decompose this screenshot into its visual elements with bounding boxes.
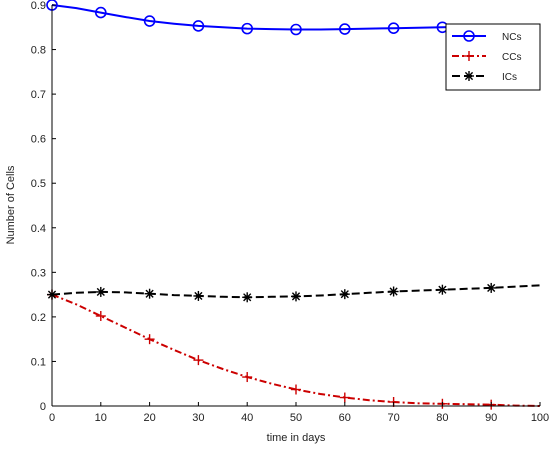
data-point <box>193 355 204 366</box>
x-tick-label: 20 <box>143 412 155 424</box>
y-axis-title: Number of Cells <box>5 165 17 244</box>
data-point <box>290 23 302 36</box>
x-tick-label: 90 <box>485 412 497 424</box>
x-tick-label: 70 <box>387 412 399 424</box>
axes: 0 10 20 30 40 50 60 70 80 90 100 0 0.1 0.2 0.3 0.4 0.5 0.… <box>31 0 549 424</box>
legend-box <box>445 23 541 91</box>
y-tick-label: 0.1 <box>31 356 46 368</box>
data-point <box>291 384 301 395</box>
legend-label: CCs <box>502 52 521 63</box>
data-point <box>387 22 400 34</box>
x-tick-label: 80 <box>436 412 448 424</box>
data-point <box>338 23 351 35</box>
data-point <box>242 372 253 383</box>
data-point <box>144 334 155 345</box>
x-tick-label: 60 <box>339 412 351 424</box>
y-tick-label: 0.7 <box>31 89 46 101</box>
legend-label: NCs <box>502 32 521 43</box>
data-point <box>95 286 106 297</box>
legend-marker <box>464 71 474 81</box>
y-tick-label: 0.5 <box>31 178 46 190</box>
x-tick-label: 10 <box>95 412 107 424</box>
y-tick-label: 0.2 <box>31 312 46 324</box>
x-tick-label: 100 <box>531 412 549 424</box>
data-point <box>437 284 448 295</box>
data-point <box>486 282 497 293</box>
data-point <box>95 6 107 19</box>
x-tick-label: 0 <box>49 412 55 424</box>
data-point <box>242 292 253 303</box>
y-tick-label: 0.6 <box>31 134 46 146</box>
x-tick-label: 40 <box>241 412 253 424</box>
data-point <box>339 289 350 300</box>
data-point <box>192 20 205 32</box>
data-point <box>388 286 399 297</box>
data-point <box>144 288 155 299</box>
data-point <box>193 290 204 301</box>
legend: NCs CCs ICs <box>445 23 541 91</box>
x-tick-label: 50 <box>290 412 302 424</box>
x-axis-title: time in days <box>267 432 326 444</box>
legend-marker <box>464 51 474 61</box>
data-point <box>241 22 253 35</box>
data-point <box>143 15 156 27</box>
series-line <box>51 293 541 407</box>
x-tick-label: 30 <box>192 412 204 424</box>
y-tick-label: 0.9 <box>31 0 46 12</box>
y-tick-label: 0.3 <box>31 267 46 279</box>
data-point <box>95 310 106 321</box>
data-point <box>339 392 350 403</box>
legend-marker <box>463 30 475 42</box>
legend-label: ICs <box>502 72 517 83</box>
y-tick-label: 0.4 <box>31 223 46 235</box>
y-tick-label: 0 <box>40 401 46 413</box>
y-tick-label: 0.8 <box>31 45 46 57</box>
data-point <box>291 291 301 302</box>
